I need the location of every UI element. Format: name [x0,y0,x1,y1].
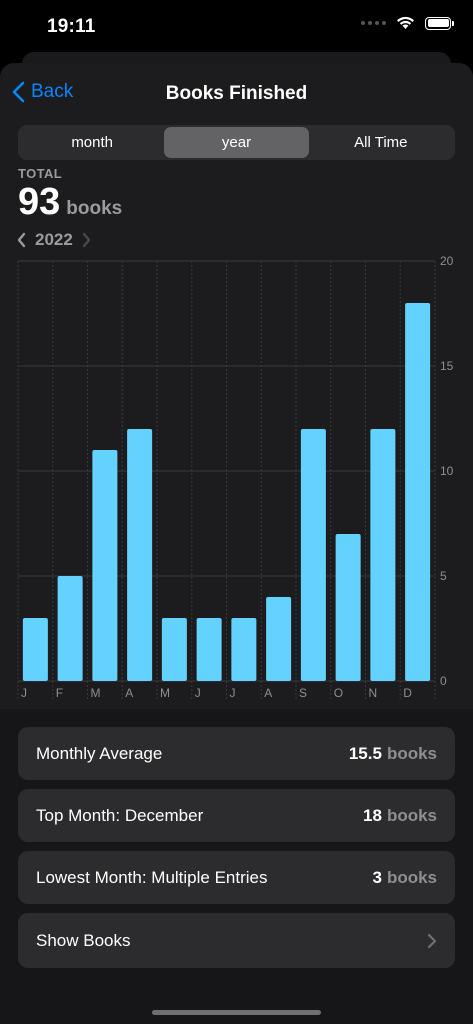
bar-3[interactable] [127,429,153,681]
next-year-button[interactable] [81,232,92,248]
y-tick-label: 5 [440,569,447,583]
x-tick-label: S [299,686,307,700]
y-tick-label: 10 [440,464,454,478]
y-tick-label: 15 [440,359,454,373]
x-tick-label: F [56,686,63,700]
bar-11[interactable] [405,303,431,681]
year-selector: 2022 [16,230,92,250]
bar-1[interactable] [57,576,83,681]
stat-monthly-average: Monthly Average 15.5 books [18,727,455,780]
status-icons [361,16,454,30]
x-tick-label: J [195,686,201,700]
cellular-signal-icon [361,21,386,25]
battery-icon [425,16,454,30]
chevron-right-icon [427,933,437,948]
stat-value: 18 [363,805,382,825]
stat-unit: books [386,867,437,887]
chevron-right-icon [82,232,91,248]
total-label: TOTAL [18,166,63,181]
stat-label: Lowest Month: Multiple Entries [36,867,268,887]
x-tick-label: J [230,686,236,700]
books-finished-sheet: Back Books Finished month year All Time … [0,63,473,1024]
stat-label: Top Month: December [36,805,204,825]
stat-top-month: Top Month: December 18 books [18,789,455,842]
show-books-label: Show Books [36,930,131,950]
back-button-label: Back [31,81,74,102]
x-tick-label: A [125,686,133,700]
x-tick-label: A [264,686,272,700]
bar-9[interactable] [335,534,361,681]
back-button[interactable]: Back [12,81,73,103]
chevron-left-icon [12,81,25,103]
x-tick-label: M [91,686,101,700]
home-indicator[interactable] [152,1010,321,1015]
year-label: 2022 [35,230,73,249]
x-tick-label: O [334,686,343,700]
bar-4[interactable] [161,618,187,681]
segment-all-time[interactable]: All Time [354,134,408,151]
y-tick-label: 0 [440,674,447,688]
total-row: 93 books [18,181,122,224]
segment-month[interactable]: month [71,134,114,151]
x-tick-label: N [369,686,378,700]
bar-7[interactable] [266,597,292,681]
segment-year[interactable]: year [164,127,309,158]
x-tick-label: M [160,686,170,700]
stat-value-group: 3 books [372,868,437,888]
status-bar: 19:11 [0,0,473,52]
stats-section: Monthly Average 15.5 books Top Month: Dec… [0,709,473,1024]
navigation-bar: Back Books Finished [0,63,473,125]
stat-unit: books [386,743,437,763]
bar-2[interactable] [92,450,118,681]
chevron-left-icon [17,232,26,248]
x-tick-label: D [403,686,412,700]
bar-8[interactable] [300,429,326,681]
status-time: 19:11 [47,16,96,37]
stat-value: 15.5 [348,743,382,763]
period-segmented-control: month year All Time [18,125,455,160]
stat-lowest-month: Lowest Month: Multiple Entries 3 books [18,851,455,904]
wifi-icon [397,16,414,29]
stat-unit: books [386,805,437,825]
total-unit: books [66,198,123,219]
bar-6[interactable] [231,618,257,681]
stat-value-group: 15.5 books [349,744,437,764]
previous-year-button[interactable] [16,232,27,248]
bar-5[interactable] [196,618,222,681]
stat-label: Monthly Average [36,743,163,763]
bar-0[interactable] [22,618,48,681]
y-tick-label: 20 [440,254,454,268]
page-title: Books Finished [165,83,308,104]
show-books-button[interactable]: Show Books [18,913,455,968]
bar-10[interactable] [370,429,396,681]
stat-value-group: 18 books [363,806,437,826]
stat-value: 3 [372,867,382,887]
books-per-month-bar-chart: 0 5 10 15 20 J F M A M J J A S O N D [17,254,454,700]
x-tick-label: J [21,686,27,700]
total-value: 93 [18,181,61,223]
